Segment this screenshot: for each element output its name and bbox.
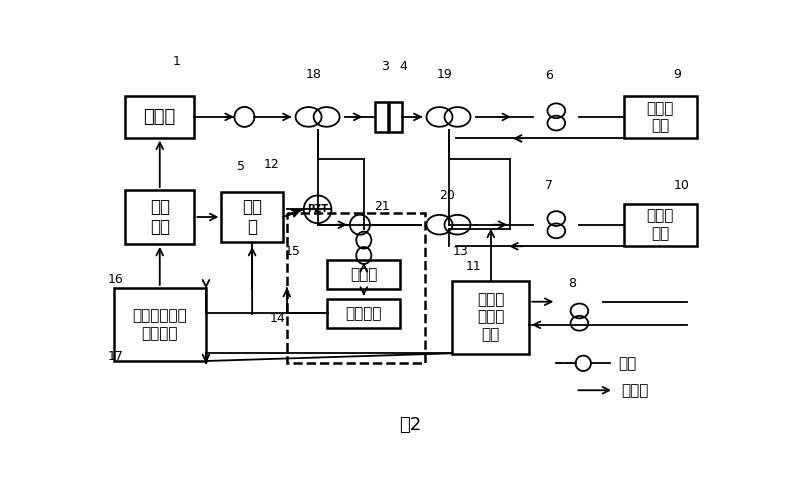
Text: 驱动
电路: 驱动 电路 xyxy=(150,198,170,237)
Text: 采集电路: 采集电路 xyxy=(346,306,382,321)
Text: 无源反
射器: 无源反 射器 xyxy=(646,101,674,133)
Bar xyxy=(624,96,697,138)
Text: 5: 5 xyxy=(237,160,245,173)
Text: 11: 11 xyxy=(466,260,481,273)
Text: 16: 16 xyxy=(107,273,123,286)
Text: 4: 4 xyxy=(399,60,407,73)
Text: 探测器: 探测器 xyxy=(350,267,378,282)
Bar xyxy=(452,281,530,353)
Text: 电信号: 电信号 xyxy=(622,383,649,398)
Bar xyxy=(287,213,426,363)
Bar xyxy=(375,102,388,132)
Text: 9: 9 xyxy=(674,68,682,81)
Text: 17: 17 xyxy=(107,351,123,363)
Text: 20: 20 xyxy=(439,189,455,202)
Text: 3: 3 xyxy=(382,60,390,73)
Text: 振荡
器: 振荡 器 xyxy=(242,198,262,237)
Text: 无源反
射器: 无源反 射器 xyxy=(646,209,674,241)
Text: 光纤: 光纤 xyxy=(618,356,636,371)
Text: 激光器: 激光器 xyxy=(144,108,176,126)
Text: 19: 19 xyxy=(436,68,452,81)
Bar xyxy=(125,190,194,244)
Text: 21: 21 xyxy=(374,200,390,213)
Text: 13: 13 xyxy=(452,245,468,258)
Text: 15: 15 xyxy=(285,245,300,258)
Text: 18: 18 xyxy=(306,68,321,81)
Text: 图2: 图2 xyxy=(399,416,421,434)
Text: 10: 10 xyxy=(674,178,690,192)
Bar xyxy=(125,96,194,138)
Text: 背向散
射检测
模块: 背向散 射检测 模块 xyxy=(477,292,505,342)
Bar xyxy=(222,192,283,242)
Text: 8: 8 xyxy=(569,277,577,290)
Text: 12: 12 xyxy=(264,158,279,171)
Bar xyxy=(327,260,400,289)
Text: 6: 6 xyxy=(545,69,553,82)
Text: PZT: PZT xyxy=(307,204,328,214)
Bar xyxy=(327,299,400,328)
Text: 处理计算机及
控制软件: 处理计算机及 控制软件 xyxy=(132,309,187,341)
Text: 1: 1 xyxy=(173,55,181,69)
Bar xyxy=(114,288,206,361)
Text: 14: 14 xyxy=(270,312,286,325)
Bar xyxy=(624,204,697,246)
Text: 7: 7 xyxy=(545,178,553,192)
Bar xyxy=(390,102,402,132)
